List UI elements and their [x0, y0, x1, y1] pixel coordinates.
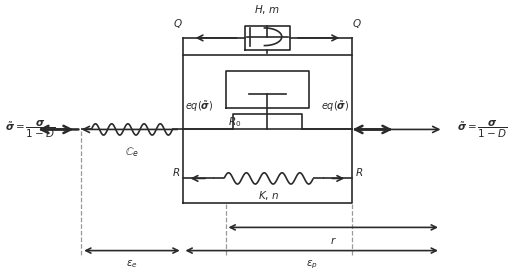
Text: $eq(\tilde{\boldsymbol{\sigma}})$: $eq(\tilde{\boldsymbol{\sigma}})$ — [185, 99, 214, 114]
Text: $R$: $R$ — [172, 166, 180, 178]
Text: $R_0$: $R_0$ — [228, 115, 242, 129]
Text: $\varepsilon_p$: $\varepsilon_p$ — [306, 258, 317, 271]
Text: $eq(\tilde{\boldsymbol{\sigma}})$: $eq(\tilde{\boldsymbol{\sigma}})$ — [321, 99, 350, 114]
Text: $K,\, n$: $K,\, n$ — [258, 189, 280, 202]
Text: $r$: $r$ — [330, 235, 336, 246]
Text: $\tilde{\boldsymbol{\sigma}} = \dfrac{\boldsymbol{\sigma}}{1-D}$: $\tilde{\boldsymbol{\sigma}} = \dfrac{\b… — [457, 119, 507, 140]
Text: $\tilde{\boldsymbol{\sigma}} = \dfrac{\boldsymbol{\sigma}}{1-D}$: $\tilde{\boldsymbol{\sigma}} = \dfrac{\b… — [5, 119, 55, 140]
Text: $\varepsilon_e$: $\varepsilon_e$ — [126, 258, 138, 270]
Text: $\mathbb{C}_e$: $\mathbb{C}_e$ — [125, 145, 139, 159]
Text: $H,\, m$: $H,\, m$ — [254, 3, 281, 16]
Text: $Q$: $Q$ — [352, 17, 362, 30]
Text: $R$: $R$ — [355, 166, 363, 178]
Text: $Q$: $Q$ — [173, 17, 182, 30]
